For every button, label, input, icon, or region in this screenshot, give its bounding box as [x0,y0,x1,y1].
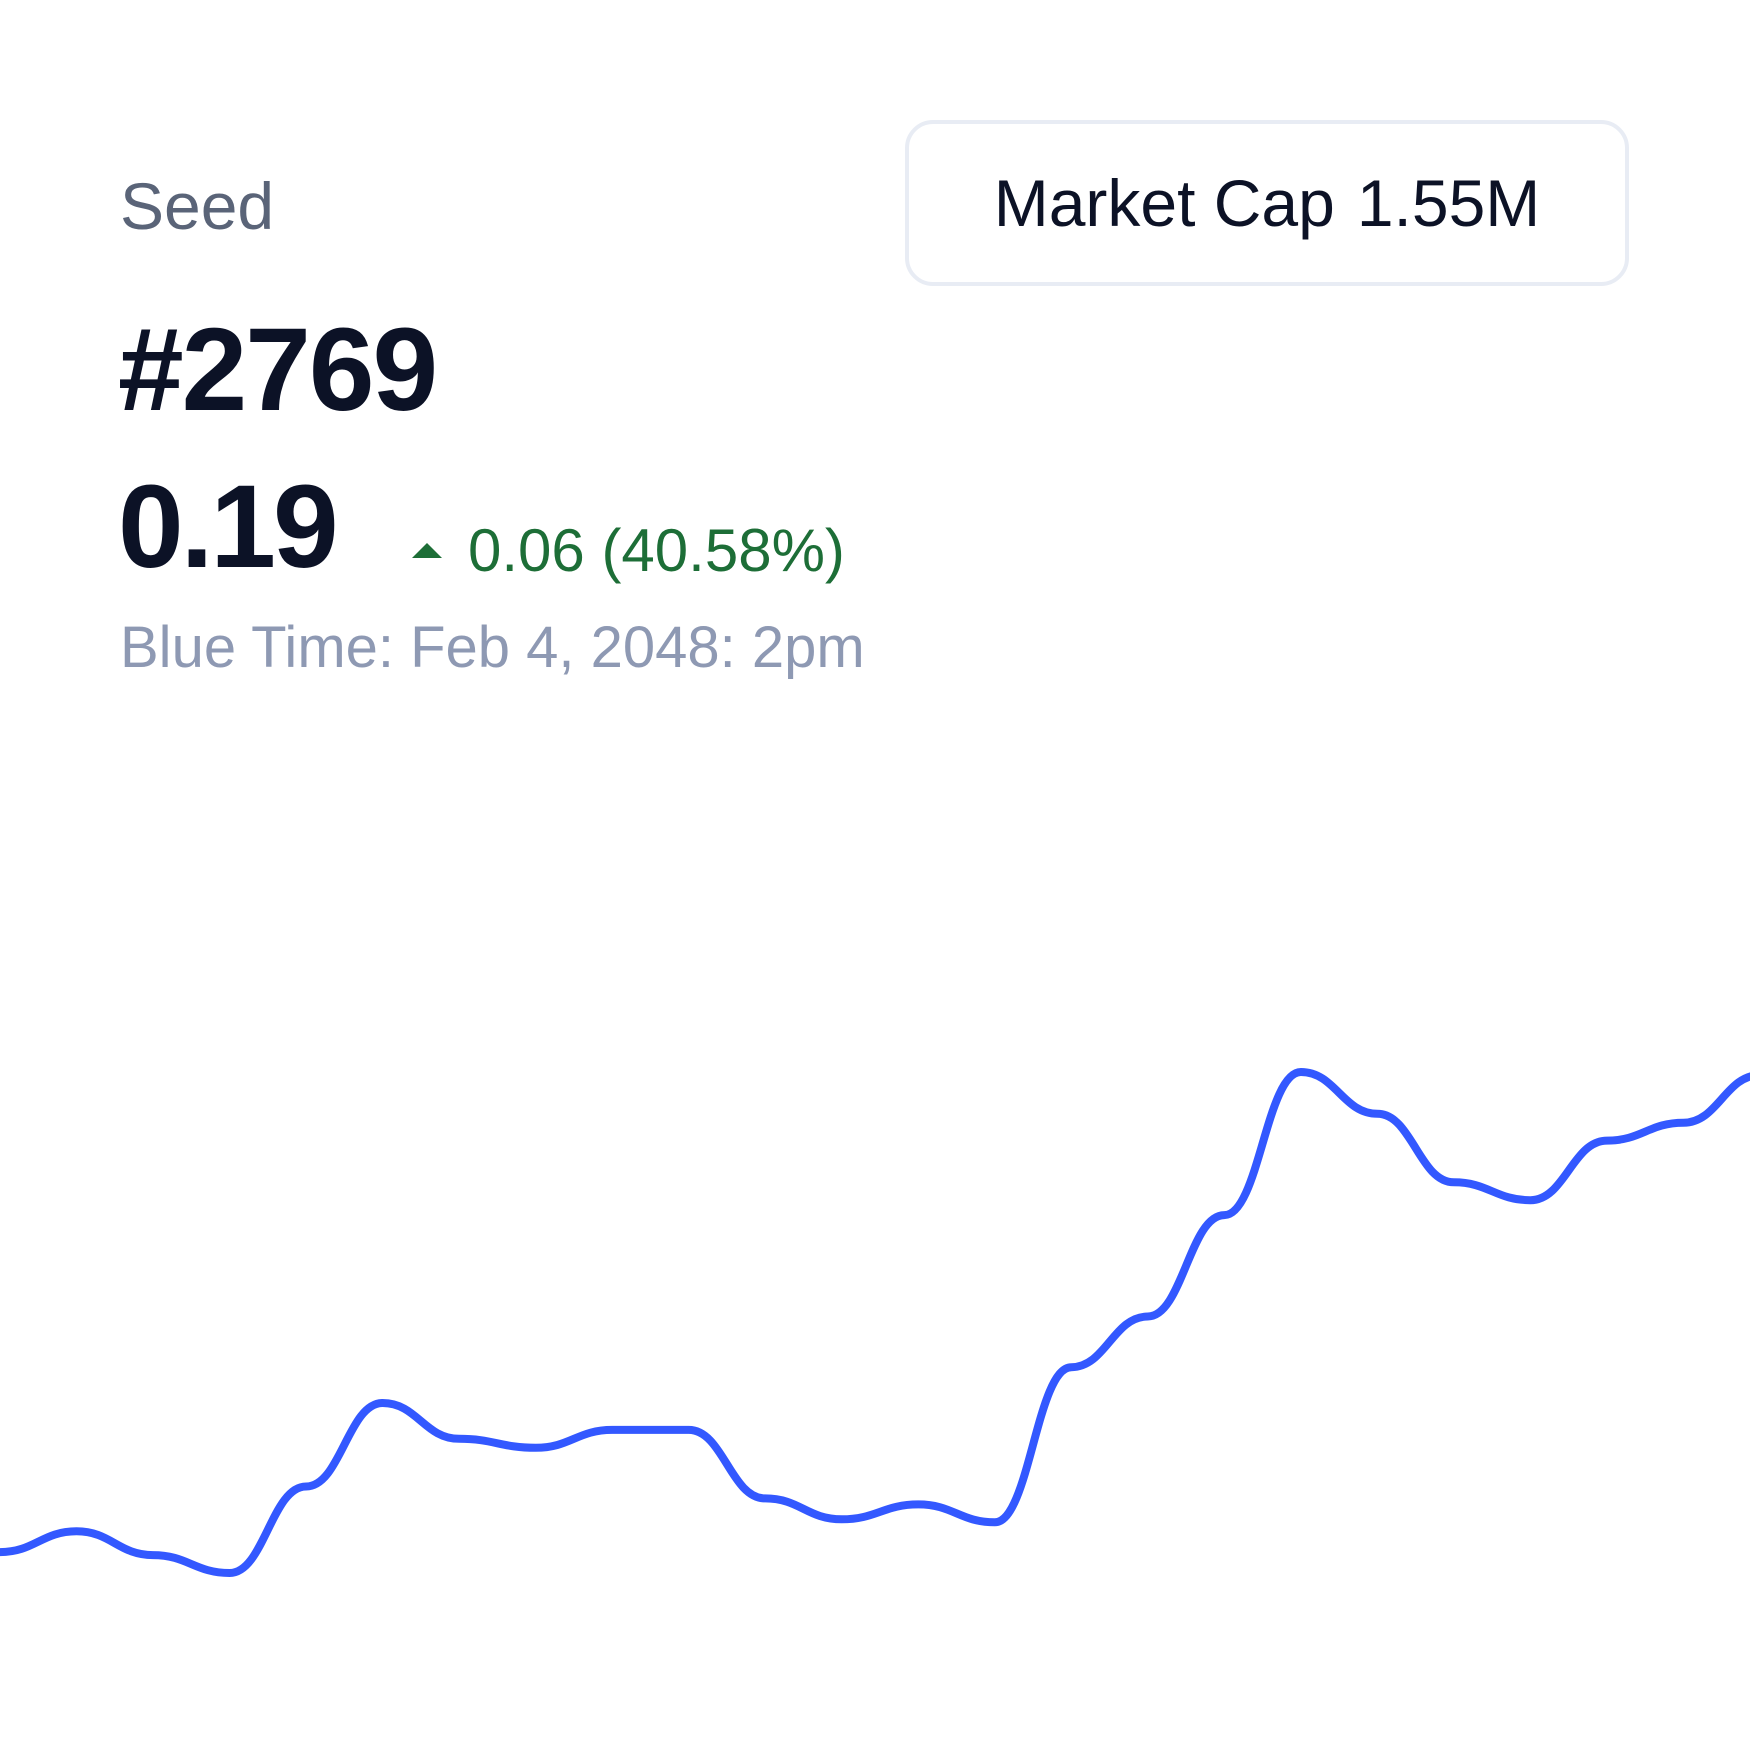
market-cap-value: 1.55M [1356,166,1541,240]
price-change: 0.06 (40.58%) [412,515,845,585]
market-cap-badge: Market Cap 1.55M [905,120,1629,286]
asset-rank: #2769 [118,304,438,436]
current-price: 0.19 [118,461,339,593]
price-line-series [0,1068,1750,1577]
triangle-up-icon [412,542,442,558]
market-cap-label: Market Cap [993,166,1335,240]
asset-name: Seed [120,169,275,243]
timestamp: Blue Time: Feb 4, 2048: 2pm [120,615,865,680]
price-change-value: 0.06 (40.58%) [468,516,845,584]
